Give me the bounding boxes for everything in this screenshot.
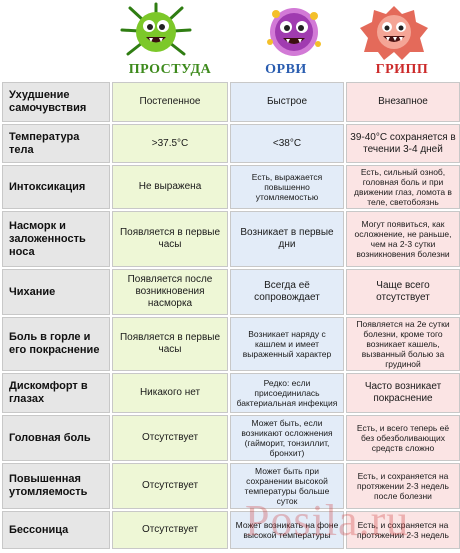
table-row: Насморк и заложенность носа Появляется в… xyxy=(2,211,460,267)
comparison-table: Ухудшение самочувствия Постепенное Быстр… xyxy=(0,80,460,551)
row-label: Дискомфорт в глазах xyxy=(2,373,110,413)
cell-cold: Появляется после возникновения насморка xyxy=(112,269,228,315)
row-label: Чихание xyxy=(2,269,110,315)
cell-arvi: Может быть, если возникают осложнения (г… xyxy=(230,415,344,461)
row-label: Температура тела xyxy=(2,124,110,163)
cell-arvi: Быстрое xyxy=(230,82,344,122)
cell-cold: Отсутствует xyxy=(112,415,228,461)
cell-arvi: Возникает наряду с кашлем и имеет выраже… xyxy=(230,317,344,371)
cell-flu: Есть, и сохраняется на протяжении 2-3 не… xyxy=(346,511,460,549)
row-label: Бессоница xyxy=(2,511,110,549)
cell-flu: Есть, и сохраняется на протяжении 2-3 не… xyxy=(346,463,460,509)
table-row: Дискомфорт в глазах Никакого нет Редко: … xyxy=(2,373,460,413)
table-row: Головная боль Отсутствует Может быть, ес… xyxy=(2,415,460,461)
cell-arvi: Может возникать на фоне высокой температ… xyxy=(230,511,344,549)
cell-cold: Отсутствует xyxy=(112,511,228,549)
row-label: Интоксикация xyxy=(2,165,110,209)
purple-germ-icon xyxy=(256,2,332,62)
table-row: Температура тела >37.5°C <38°C 39-40°C с… xyxy=(2,124,460,163)
cell-flu: Появляется на 2е сутки болезни, кроме то… xyxy=(346,317,460,371)
green-germ-icon xyxy=(118,2,194,62)
row-label: Боль в горле и его покраснение xyxy=(2,317,110,371)
row-label: Ухудшение самочувствия xyxy=(2,82,110,122)
cell-arvi: Всегда её сопровождает xyxy=(230,269,344,315)
cell-cold: Постепенное xyxy=(112,82,228,122)
cell-arvi: <38°C xyxy=(230,124,344,163)
table-row: Ухудшение самочувствия Постепенное Быстр… xyxy=(2,82,460,122)
red-germ-icon xyxy=(356,2,432,62)
cell-cold: Появляется в первые часы xyxy=(112,211,228,267)
column-title-arvi: ОРВИ xyxy=(265,62,307,77)
cell-flu: 39-40°C сохраняется в течении 3-4 дней xyxy=(346,124,460,163)
cell-flu: Есть, и всего теперь её без обезболивающ… xyxy=(346,415,460,461)
cell-arvi: Может быть при сохранении высокой темпер… xyxy=(230,463,344,509)
table-row: Чихание Появляется после возникновения н… xyxy=(2,269,460,315)
cell-cold: Появляется в первые часы xyxy=(112,317,228,371)
table-row: Интоксикация Не выражена Есть, выражаетс… xyxy=(2,165,460,209)
cell-flu: Есть, сильный озноб, головная боль и при… xyxy=(346,165,460,209)
column-title-flu: ГРИПП xyxy=(375,62,429,77)
cell-flu: Могут появиться, как осложнение, не рань… xyxy=(346,211,460,267)
cell-cold: Отсутствует xyxy=(112,463,228,509)
cell-cold: Не выражена xyxy=(112,165,228,209)
table-row: Повышенная утомляемость Отсутствует Може… xyxy=(2,463,460,509)
cell-arvi: Возникает в первые дни xyxy=(230,211,344,267)
cell-flu: Внезапное xyxy=(346,82,460,122)
row-label: Головная боль xyxy=(2,415,110,461)
cell-arvi: Есть, выражается повышенно утомляемостью xyxy=(230,165,344,209)
table-row: Бессоница Отсутствует Может возникать на… xyxy=(2,511,460,549)
row-label: Насморк и заложенность носа xyxy=(2,211,110,267)
cell-cold: >37.5°C xyxy=(112,124,228,163)
row-label: Повышенная утомляемость xyxy=(2,463,110,509)
header: ПРОСТУДА ОРВИ ГРИПП xyxy=(0,0,460,80)
cell-flu: Часто возникает покраснение xyxy=(346,373,460,413)
cell-flu: Чаще всего отсутствует xyxy=(346,269,460,315)
table-row: Боль в горле и его покраснение Появляетс… xyxy=(2,317,460,371)
cell-cold: Никакого нет xyxy=(112,373,228,413)
column-title-cold: ПРОСТУДА xyxy=(128,62,212,77)
cell-arvi: Редко: если присоединилась бактериальная… xyxy=(230,373,344,413)
